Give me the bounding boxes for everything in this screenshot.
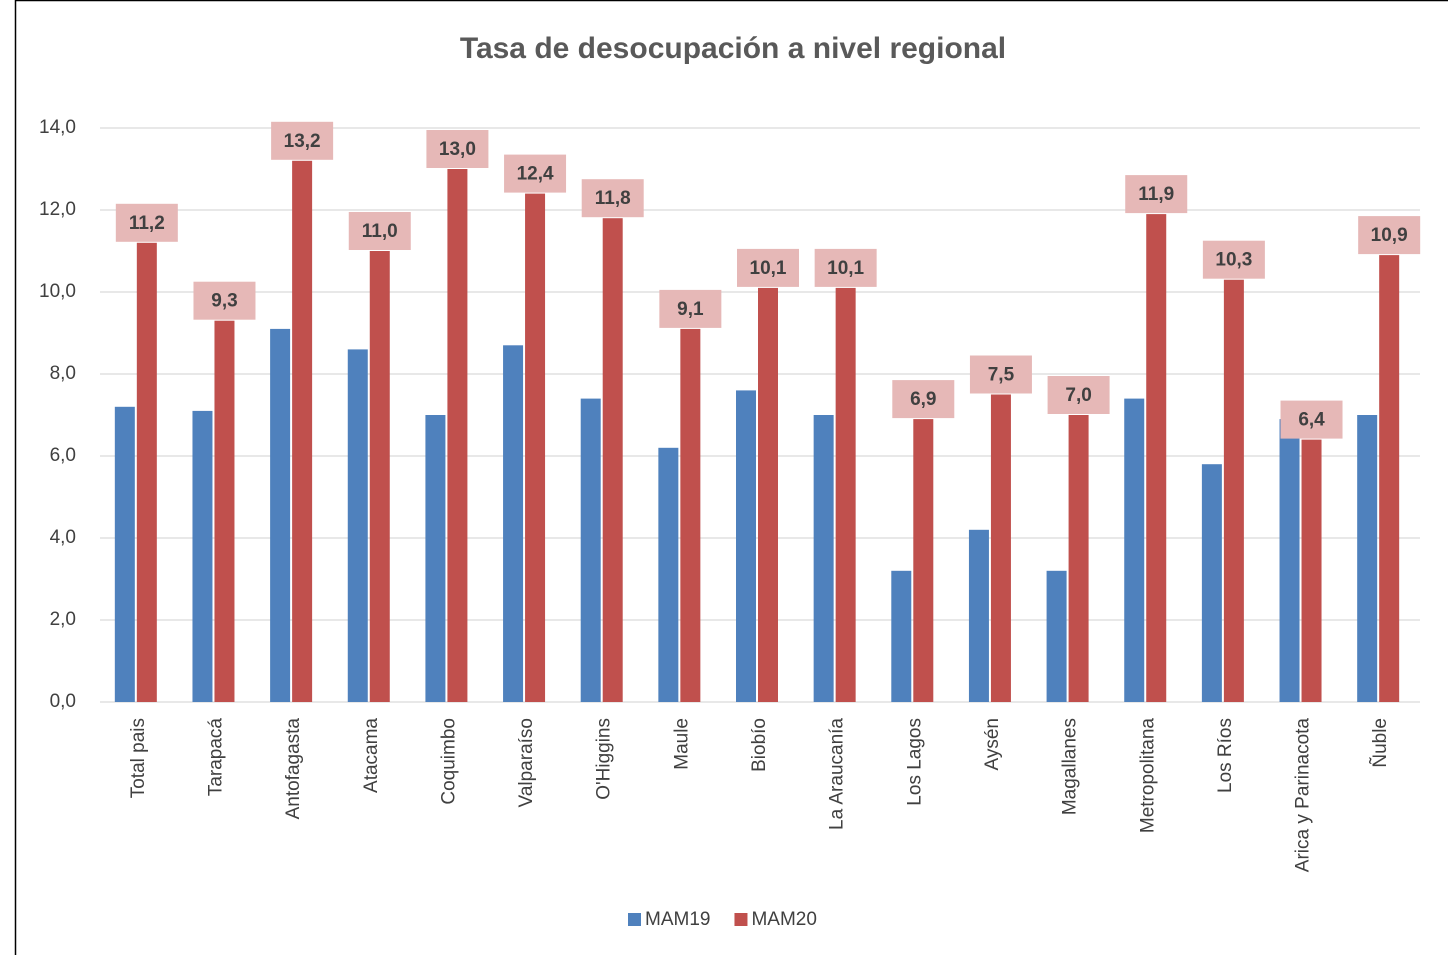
data-label: 10,9: [1371, 225, 1408, 246]
bar: [292, 160, 313, 703]
data-label: 9,3: [211, 291, 237, 312]
data-label-box: [115, 203, 178, 242]
bar: [968, 529, 989, 702]
data-label: 6,4: [1298, 410, 1325, 431]
bar: [1124, 398, 1145, 702]
x-tick-label: Tarapacá: [205, 718, 226, 797]
y-tick-label: 8,0: [50, 363, 76, 384]
bar: [913, 419, 934, 702]
data-label: 10,1: [827, 258, 864, 279]
x-tick-label: Metropolitana: [1137, 718, 1158, 834]
bar: [758, 287, 778, 702]
x-tick-label: Magallanes: [1060, 718, 1081, 815]
data-label-box: [737, 248, 799, 287]
legend-swatch: [628, 913, 641, 926]
data-label-box: [1047, 376, 1110, 414]
data-label: 10,1: [750, 258, 787, 279]
data-label-box: [659, 289, 722, 328]
data-label: 9,1: [677, 299, 704, 320]
legend-label: MAM19: [645, 909, 710, 930]
y-tick-label: 0,0: [50, 691, 76, 712]
bar: [1068, 415, 1089, 702]
bar: [1357, 415, 1378, 702]
data-label-box: [1202, 240, 1265, 279]
x-tick-label: Biobío: [749, 718, 770, 772]
data-label: 13,2: [284, 131, 321, 152]
bar: [136, 242, 157, 703]
data-label: 10,3: [1215, 250, 1252, 271]
data-label: 6,9: [910, 389, 936, 410]
data-label-box: [271, 121, 334, 160]
data-label: 12,4: [517, 164, 554, 185]
data-label-box: [193, 281, 256, 320]
bar: [425, 415, 446, 702]
data-label-box: [1358, 216, 1421, 255]
bar: [891, 570, 912, 702]
data-label: 11,9: [1138, 184, 1174, 205]
x-tick-label: Maule: [671, 718, 692, 770]
x-tick-label: Valparaíso: [516, 718, 537, 807]
bar: [192, 410, 213, 702]
data-label-box: [348, 212, 411, 250]
bar: [580, 398, 601, 702]
bar: [990, 394, 1011, 702]
legend-swatch: [734, 913, 748, 926]
x-tick-label: Los Lagos: [904, 718, 925, 806]
chart-title: Tasa de desocupación a nivel regional: [460, 32, 1006, 65]
x-tick-label: Aysén: [982, 718, 1003, 770]
data-label: 11,2: [129, 213, 165, 234]
data-label-box: [426, 130, 489, 168]
x-tick-label: Ñuble: [1369, 718, 1391, 768]
y-tick-label: 10,0: [39, 281, 76, 302]
data-label: 13,0: [439, 139, 476, 160]
x-tick-label: Coquimbo: [438, 718, 459, 805]
data-label-box: [1125, 175, 1188, 214]
y-tick-label: 12,0: [39, 199, 76, 220]
data-label: 11,0: [362, 221, 398, 242]
bar: [525, 193, 546, 702]
bar: [369, 251, 390, 702]
bar: [1279, 419, 1300, 702]
y-tick-label: 4,0: [50, 527, 76, 548]
y-tick-label: 2,0: [50, 609, 76, 630]
x-tick-label: Antofagasta: [283, 718, 304, 820]
bar: [214, 320, 235, 702]
bar: [1223, 279, 1244, 702]
bar: [835, 287, 856, 702]
bar: [736, 390, 756, 702]
data-label-box: [504, 154, 567, 193]
data-label: 7,0: [1065, 385, 1091, 406]
data-label-box: [969, 355, 1032, 394]
x-tick-label: Total pais: [128, 718, 149, 798]
bar: [1301, 439, 1322, 702]
bar: [270, 328, 291, 702]
bar: [447, 169, 468, 702]
data-label-box: [581, 179, 644, 218]
x-tick-label: O'Higgins: [594, 718, 615, 800]
bar: [658, 447, 679, 702]
bar: [1146, 214, 1167, 702]
bar: [1046, 570, 1067, 702]
data-label: 7,5: [988, 365, 1015, 386]
bar: [680, 328, 701, 702]
bar: [347, 349, 368, 702]
bar: [1379, 255, 1400, 702]
y-tick-label: 14,0: [39, 117, 76, 138]
data-label-box: [814, 248, 877, 287]
legend-label: MAM20: [751, 909, 816, 930]
data-label-box: [892, 380, 955, 419]
y-tick-label: 6,0: [50, 445, 76, 466]
bar: [114, 406, 135, 702]
data-label: 11,8: [595, 188, 631, 209]
x-tick-label: Arica y Parinacota: [1293, 718, 1314, 873]
x-tick-label: Los Ríos: [1215, 718, 1236, 793]
data-label-box: [1280, 400, 1343, 439]
bar: [1201, 464, 1222, 702]
x-tick-label: Atacama: [361, 718, 382, 793]
x-tick-label: La Araucanía: [827, 718, 848, 830]
bar: [503, 345, 524, 702]
bar: [813, 415, 834, 702]
bar: [602, 218, 623, 702]
